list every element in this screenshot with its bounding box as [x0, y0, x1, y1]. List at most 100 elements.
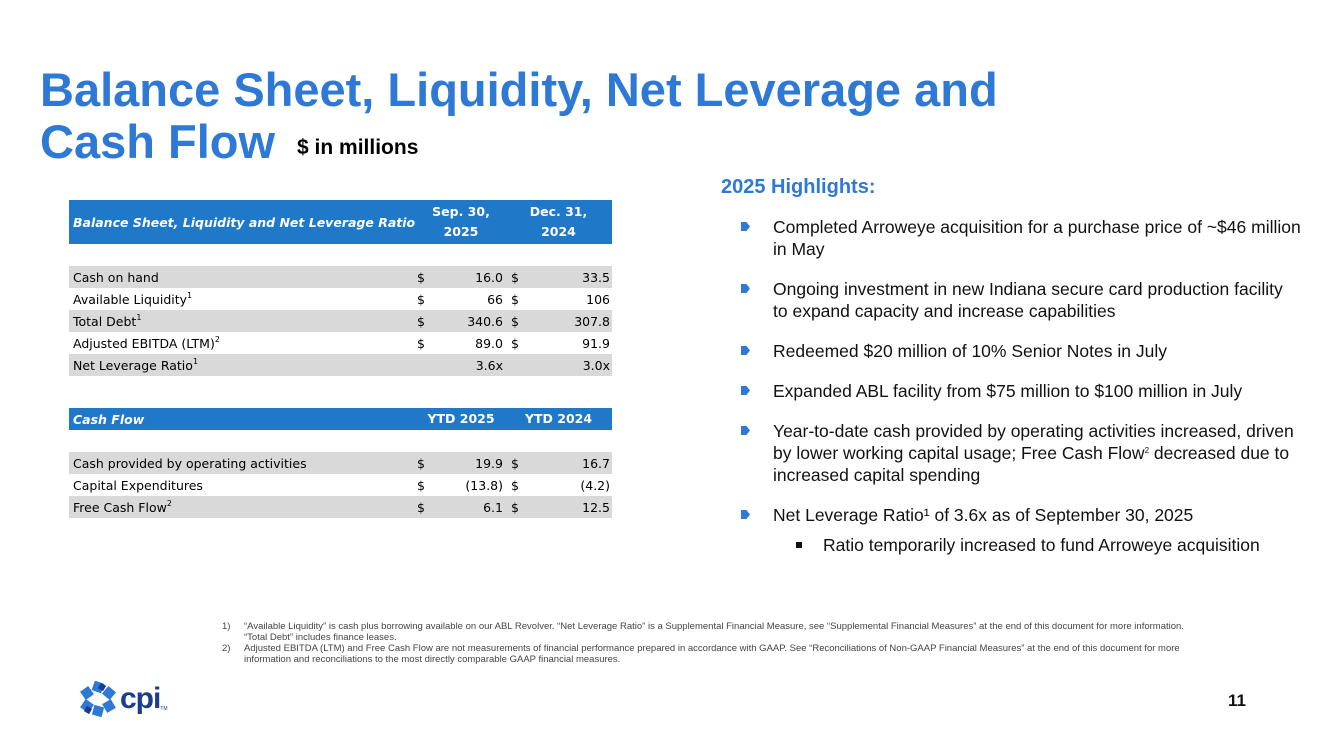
row-label: Net Leverage Ratio1: [69, 356, 417, 373]
balance-header-label: Balance Sheet, Liquidity and Net Leverag…: [73, 214, 416, 230]
table-row: Capital Expenditures $ (13.8) $ (4.2): [69, 474, 612, 496]
value-2024: 91.9: [582, 335, 610, 351]
list-item-text: Expanded ABL facility from $75 million t…: [773, 381, 1243, 401]
row-label-text: Adjusted EBITDA (LTM): [73, 335, 215, 351]
dollar-sign: $: [511, 291, 519, 307]
footnote: 1) “Available Liquidity” is cash plus bor…: [222, 621, 1202, 643]
value-ytd-2025: 6.1: [483, 499, 503, 515]
value-ytd-2025: (13.8): [465, 477, 503, 493]
list-item-text: Redeemed $20 million of 10% Senior Notes…: [773, 341, 1167, 361]
list-item: Expanded ABL facility from $75 million t…: [741, 380, 1301, 402]
col-header-sep-2025-l1: Sep. 30,: [432, 204, 490, 219]
bullet-arrow-icon: [741, 426, 750, 435]
bullet-arrow-icon: [741, 284, 750, 293]
footnote-number: 2): [222, 643, 231, 654]
list-item: Net Leverage Ratio¹ of 3.6x as of Septem…: [741, 504, 1301, 526]
cpi-logo-text: cpi: [120, 682, 161, 715]
dollar-sign: $: [511, 477, 519, 493]
row-label-text: Available Liquidity: [73, 291, 188, 307]
footnote-ref: 1: [192, 356, 199, 366]
col-header-ytd-2024: YTD 2024: [524, 411, 593, 426]
footnotes: 1) “Available Liquidity” is cash plus bor…: [222, 621, 1202, 665]
row-label-text: Net Leverage Ratio: [73, 357, 193, 373]
table-row: Adjusted EBITDA (LTM)2 $ 89.0 $ 91.9: [69, 332, 612, 354]
list-item-text-tail: decreased due to increased capital spend…: [773, 443, 1290, 485]
value-2024: 106: [586, 291, 610, 307]
footnote-number: 1): [222, 621, 231, 632]
dollar-sign: $: [417, 291, 425, 307]
dollar-sign: $: [511, 269, 519, 285]
row-label-text: Free Cash Flow: [73, 499, 167, 515]
row-label: Available Liquidity1: [69, 291, 417, 307]
list-item-text: Net Leverage Ratio¹ of 3.6x as of Septem…: [773, 505, 1194, 525]
value-2025: 340.6: [467, 313, 503, 329]
highlights-list: Completed Arroweye acquisition for a pur…: [741, 216, 1301, 544]
dollar-sign: $: [417, 269, 425, 285]
list-item-text: Completed Arroweye acquisition for a pur…: [773, 217, 1301, 259]
bullet-arrow-icon: [741, 510, 750, 519]
cpi-logo: cpi TM: [80, 681, 168, 717]
dollar-sign: $: [511, 335, 519, 351]
dollar-sign: $: [417, 313, 425, 329]
dollar-sign: $: [511, 313, 519, 329]
dollar-sign: $: [417, 499, 425, 515]
footnote-ref: 2: [214, 334, 220, 344]
value-2025: 66: [487, 291, 503, 307]
footnote-text: “Available Liquidity” is cash plus borro…: [244, 621, 1184, 643]
col-header-dec-2024: Dec. 31, 2024: [505, 202, 612, 242]
page-number: 11: [1228, 691, 1246, 710]
sub-list-item-text: Ratio temporarily increased to fund Arro…: [823, 535, 1260, 555]
list-item: Redeemed $20 million of 10% Senior Notes…: [741, 340, 1301, 362]
highlights-title: 2025 Highlights:: [721, 176, 876, 198]
title-line-2: Cash Flow $ in millions: [40, 116, 1140, 174]
footnote-ref: 2: [166, 498, 172, 508]
row-label: Adjusted EBITDA (LTM)2: [69, 334, 417, 351]
dollar-sign: $: [417, 477, 425, 493]
value-ytd-2024: 16.7: [582, 455, 610, 471]
balance-sheet-table: Balance Sheet, Liquidity and Net Leverag…: [69, 200, 612, 376]
table-row: Net Leverage Ratio1 3.6x 3.0x: [69, 354, 612, 376]
title-line-1: Balance Sheet, Liquidity, Net Leverage a…: [40, 63, 998, 116]
cashflow-table-header: Cash Flow YTD 2025 YTD 2024: [69, 408, 612, 430]
units-note: $ in millions: [297, 136, 419, 159]
trademark: TM: [160, 706, 168, 712]
title-line-2-text: Cash Flow: [40, 115, 276, 168]
footnote-ref: 2: [1144, 446, 1150, 455]
sub-list-item: Ratio temporarily increased to fund Arro…: [741, 534, 1281, 556]
value-2025: 16.0: [475, 269, 503, 285]
row-label: Total Debt1: [69, 312, 417, 329]
dollar-sign: $: [417, 335, 425, 351]
table-row: Free Cash Flow2 $ 6.1 $ 12.5: [69, 496, 612, 518]
dollar-sign: $: [511, 499, 519, 515]
list-item: Ongoing investment in new Indiana secure…: [741, 278, 1301, 322]
cash-flow-table: Cash Flow YTD 2025 YTD 2024 Cash provide…: [69, 408, 612, 518]
list-item-text: Ongoing investment in new Indiana secure…: [773, 279, 1283, 321]
square-bullet-icon: [796, 542, 802, 548]
dollar-sign: $: [417, 455, 425, 471]
value-ytd-2024: 12.5: [582, 499, 610, 515]
table-row: Available Liquidity1 $ 66 $ 106: [69, 288, 612, 310]
page-title: Balance Sheet, Liquidity, Net Leverage a…: [40, 64, 1140, 174]
col-header-dec-2024-l1: Dec. 31,: [529, 204, 588, 219]
col-header-sep-2025: Sep. 30, 2025: [417, 202, 505, 242]
table-row: Cash provided by operating activities $ …: [69, 452, 612, 474]
cashflow-header-label: Cash Flow: [73, 411, 145, 427]
col-header-sep-2025-l2: 2025: [443, 224, 479, 239]
cpi-logo-mark-icon: [80, 681, 116, 717]
row-label: Capital Expenditures: [73, 477, 203, 493]
footnote: 2) Adjusted EBITDA (LTM) and Free Cash Fl…: [222, 643, 1202, 665]
footnote-ref: 1: [136, 312, 142, 322]
value-2024: 3.0x: [582, 357, 610, 373]
bullet-arrow-icon: [741, 346, 750, 355]
table-row: Total Debt1 $ 340.6 $ 307.8: [69, 310, 612, 332]
row-label: Cash on hand: [73, 269, 159, 285]
value-ytd-2025: 19.9: [475, 455, 503, 471]
balance-table-header: Balance Sheet, Liquidity and Net Leverag…: [69, 200, 612, 244]
row-label-text: Total Debt: [73, 313, 137, 329]
row-label: Free Cash Flow2: [69, 498, 417, 515]
value-ytd-2024: (4.2): [580, 477, 610, 493]
value-2025: 89.0: [475, 335, 503, 351]
row-label: Cash provided by operating activities: [73, 455, 307, 471]
value-2025: 3.6x: [475, 357, 503, 373]
list-item: Completed Arroweye acquisition for a pur…: [741, 216, 1301, 260]
